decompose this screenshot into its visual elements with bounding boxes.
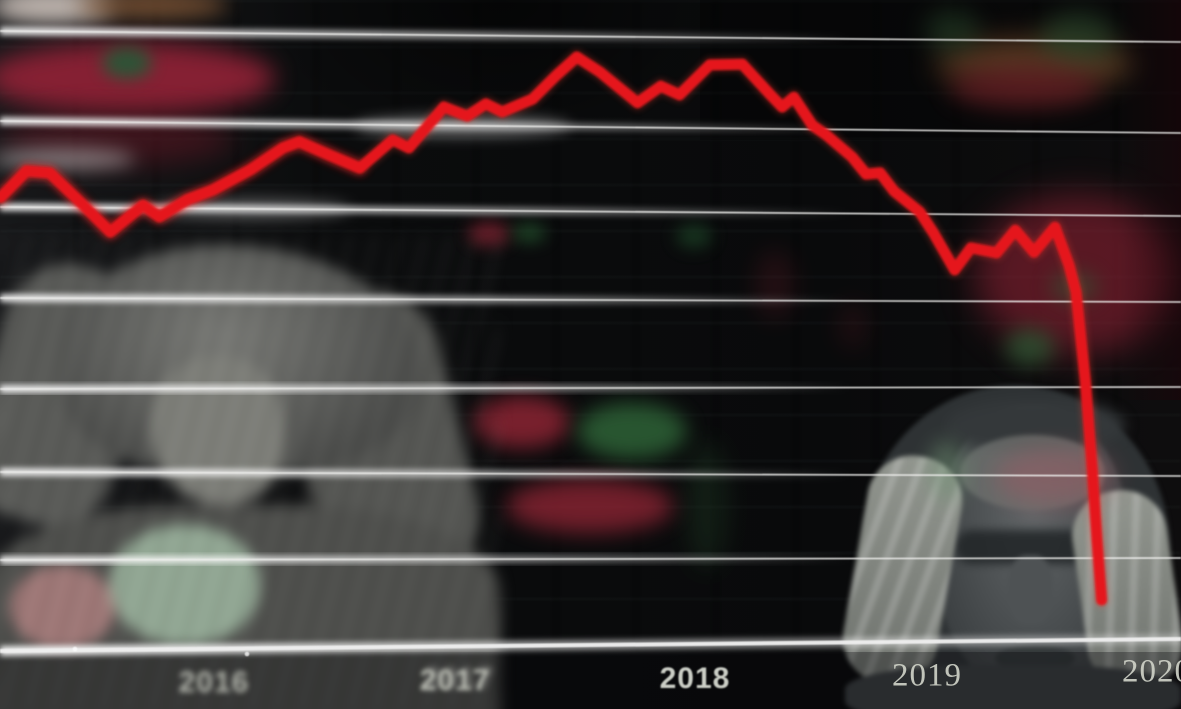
vignette-right-edge — [1118, 0, 1181, 400]
board-cell-red — [506, 479, 674, 533]
board-cell-green — [512, 224, 546, 242]
bokeh-green-smudge — [928, 440, 966, 502]
bokeh-orange-band — [78, 0, 228, 18]
bokeh-green-dot-right — [1005, 328, 1055, 366]
bokeh-green-dot-topleft — [102, 47, 152, 79]
board-cell-red-faint — [838, 300, 868, 350]
bokeh-red-right — [950, 66, 1100, 108]
board-cell-dark-green — [676, 224, 712, 248]
person-right-shoulder — [845, 665, 1181, 709]
chart-line — [0, 51, 1108, 606]
chart-line-glow — [0, 49, 1110, 608]
axis-highlight-dot — [244, 651, 250, 657]
gridline — [0, 30, 1181, 43]
bokeh-green-right — [925, 10, 980, 52]
board-cell-red — [474, 396, 570, 448]
vignette-bottom — [0, 652, 1181, 709]
vignette-top-right — [700, 0, 1181, 140]
gridline — [0, 386, 1181, 390]
gridline — [0, 471, 1181, 477]
gridline — [0, 557, 1181, 561]
board-cell-red — [468, 222, 510, 246]
person-right-nose — [1008, 555, 1053, 625]
gridline — [0, 297, 1181, 303]
board-cell-red-faint — [755, 250, 795, 320]
board-cell-green-faint — [686, 440, 728, 570]
gridline — [0, 120, 1181, 134]
axis-highlight-dot — [72, 646, 78, 652]
board-cell-green — [577, 403, 687, 459]
gridline — [0, 206, 1181, 217]
x-axis-line — [0, 637, 1181, 653]
